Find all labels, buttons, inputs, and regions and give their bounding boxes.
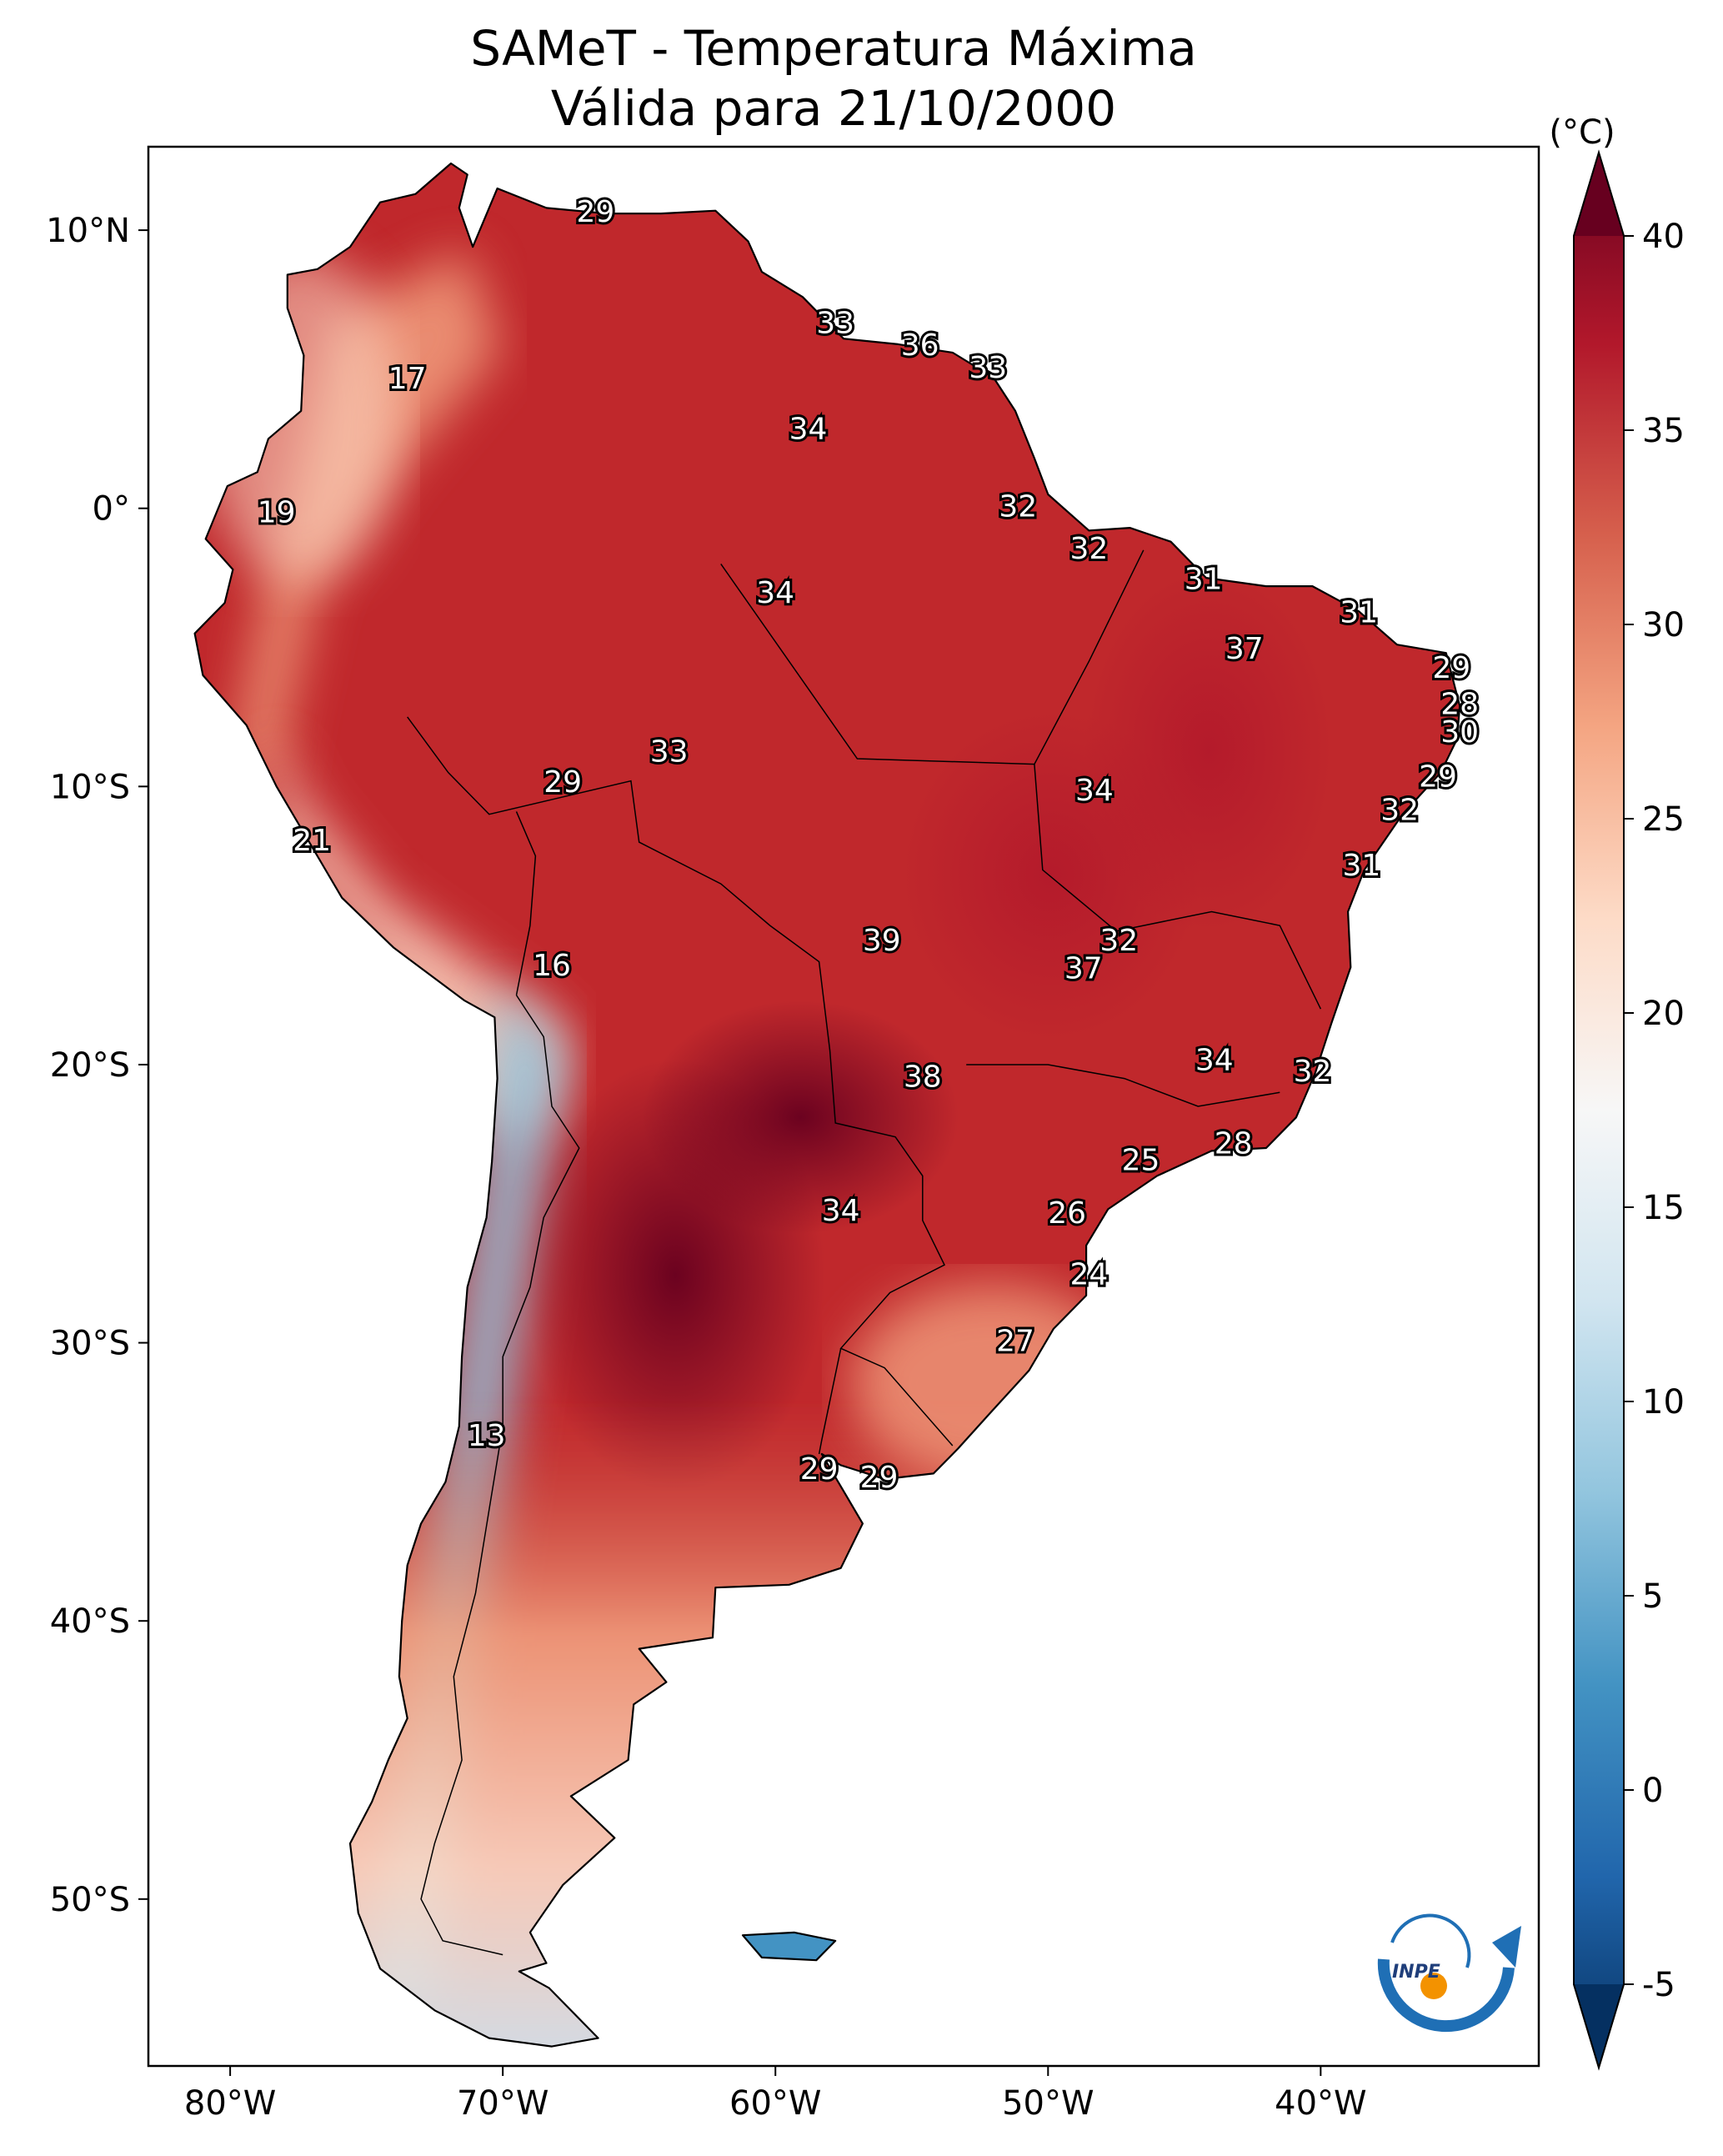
inpe-logo: INPE (1377, 1913, 1521, 2033)
andes-north-cool-zone (233, 250, 500, 800)
station-temperature-label: 31 (1342, 849, 1380, 883)
northeast-warm-core (1084, 567, 1334, 934)
lat-tick-label: 10°S (50, 768, 130, 806)
station-temperature-label: 29 (860, 1461, 899, 1495)
station-temperature-label: 32 (1069, 532, 1108, 566)
colorbar: (°C) -5 0 5 10 15 20 25 30 35 40 (1549, 113, 1685, 2071)
border-peru-bolivia (515, 811, 537, 995)
colorbar-unit-label: (°C) (1549, 113, 1615, 152)
station-temperature-label: 39 (863, 924, 901, 958)
border-brazil-south (818, 1348, 842, 1455)
lon-tick-label: 40°W (1275, 2084, 1366, 2123)
map-title-line2: Válida para 21/10/2000 (551, 80, 1116, 137)
pantanal-hot-core (642, 1000, 959, 1234)
lat-tick-label: 40°S (50, 1602, 130, 1641)
station-temperature-label: 36 (901, 328, 939, 363)
map-title-line1: SAMeT - Temperatura Máxima (470, 20, 1197, 77)
colorbar-tick-label: -5 (1642, 1966, 1675, 2004)
station-temperature-label: 21 (293, 824, 331, 858)
station-temperature-label: 28 (1215, 1127, 1253, 1161)
station-temperature-label: 37 (1064, 952, 1103, 986)
station-temperature-label: 34 (1195, 1044, 1234, 1078)
lon-tick-label: 80°W (184, 2084, 276, 2123)
colorbar-tick-label: 10 (1642, 1383, 1685, 1421)
station-temperature-label: 29 (543, 765, 582, 800)
station-temperature-label: 32 (1099, 924, 1138, 958)
station-temperature-label: 31 (1340, 596, 1378, 630)
colorbar-tick-label: 20 (1642, 995, 1685, 1033)
lat-tick-label: 50°S (50, 1881, 130, 1919)
station-temperature-label: 27 (996, 1325, 1034, 1359)
station-temperature-label: 28 (1440, 688, 1479, 722)
station-temperature-label: 29 (800, 1452, 839, 1487)
station-temperature-label: 24 (1069, 1258, 1108, 1292)
country-borders (407, 549, 1322, 1956)
map-frame (147, 145, 1540, 2068)
lat-tick-label: 0° (93, 490, 130, 529)
lat-tick-label: 10°N (46, 212, 130, 250)
station-temperature-label: 33 (816, 307, 854, 341)
falkland-islands (741, 1931, 837, 1962)
colorbar-body (1573, 149, 1625, 2071)
colorbar-tick-label: 30 (1642, 606, 1685, 644)
lat-tick-label: 30°S (50, 1325, 130, 1363)
station-temperature-label: 34 (756, 576, 794, 610)
station-temperature-label: 37 (1225, 632, 1264, 666)
south-america-coastline (193, 162, 1461, 2048)
station-temperature-label: 29 (1419, 760, 1457, 794)
station-temperature-label: 31 (1185, 563, 1223, 597)
colorbar-tick-label: 40 (1642, 218, 1685, 256)
svg-text:INPE: INPE (1392, 1962, 1440, 1983)
colorbar-tick-label: 15 (1642, 1189, 1685, 1227)
colorbar-tick-label: 35 (1642, 412, 1685, 450)
station-temperature-label: 32 (1294, 1055, 1332, 1089)
station-temperature-label: 34 (822, 1194, 860, 1228)
station-temperature-label: 32 (999, 490, 1037, 524)
lat-tick-label: 20°S (50, 1046, 130, 1085)
station-temperature-label: 32 (1380, 793, 1419, 827)
colorbar-tick-label: 0 (1642, 1772, 1663, 1810)
colorbar-tick-label: 5 (1642, 1577, 1663, 1616)
station-temperature-label: 29 (1432, 651, 1470, 685)
station-temperature-label: 13 (468, 1419, 506, 1453)
lon-tick-label: 70°W (457, 2084, 548, 2123)
colorbar-tick-label: 25 (1642, 800, 1685, 839)
lon-tick-label: 60°W (729, 2084, 821, 2123)
station-temperature-label: 26 (1048, 1196, 1086, 1231)
border-brazil-west (407, 716, 954, 1447)
station-temperature-label: 33 (969, 351, 1007, 385)
border-brazil-states-b (1034, 764, 1322, 1010)
station-temperature-label: 34 (1075, 774, 1114, 808)
station-temperature-label: 34 (789, 412, 828, 446)
station-temperature-label: 16 (533, 949, 571, 983)
colorbar-extend-min (1574, 1984, 1624, 2068)
colorbar-extend-max (1574, 153, 1624, 236)
colorbar-ticks: -5 0 5 10 15 20 25 30 35 40 (1624, 218, 1685, 2004)
station-temperature-label: 33 (650, 735, 689, 769)
axis-ticks: 80°W 70°W 60°W 50°W 40°W 10°N 0° 10°S 20°S 30°S 40… (46, 212, 1366, 2123)
border-brazil-states-c (966, 1064, 1280, 1107)
station-temperature-label: 25 (1122, 1144, 1160, 1178)
station-temperature-label: 17 (388, 362, 427, 396)
station-temperature-label: 30 (1440, 715, 1479, 750)
station-temperature-label: 19 (258, 495, 296, 529)
lon-tick-label: 50°W (1002, 2084, 1094, 2123)
station-temperature-label: 38 (904, 1060, 942, 1095)
station-temperature-label: 29 (576, 195, 614, 229)
border-chile-argentina (420, 995, 580, 1956)
